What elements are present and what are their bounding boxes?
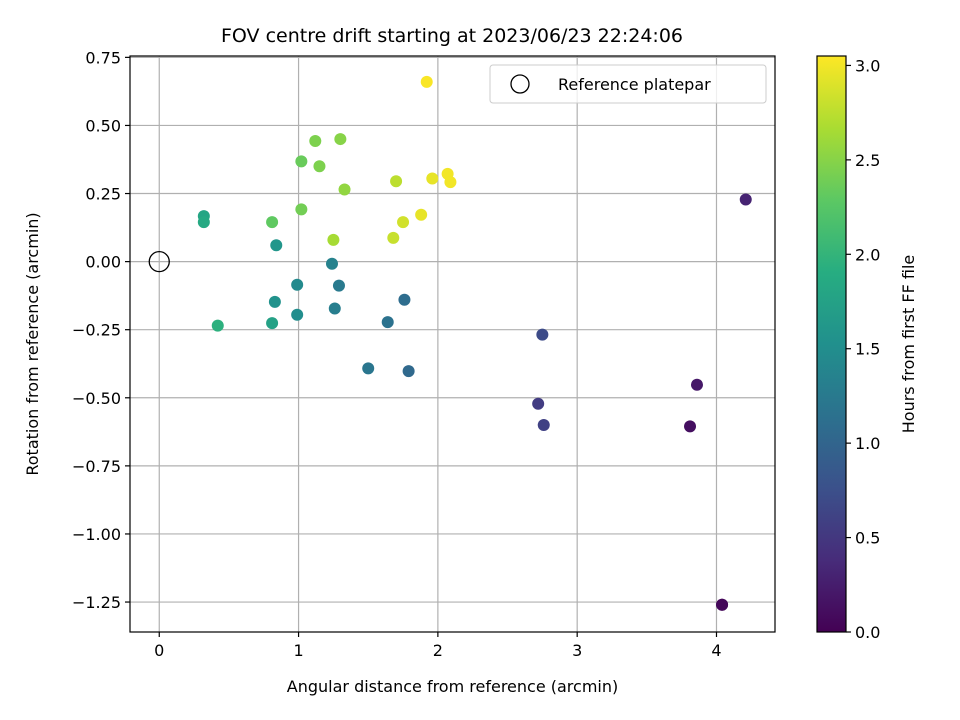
scatter-point [415,208,428,221]
scatter-point [397,216,410,229]
scatter-point [266,216,279,229]
x-axis-ticks: 0 1 2 3 4 [154,632,722,660]
scatter-point [327,233,340,246]
colorbar: 0.0 0.5 1.0 1.5 2.0 2.5 3.0 Hours from first F… [816,55,918,642]
scatter-point [739,193,752,206]
scatter-point [266,317,279,330]
x-axis-label: Angular distance from reference (arcmin) [287,677,618,696]
reference-point [148,250,170,273]
legend-box [489,64,767,104]
legend: Reference platepar [489,64,767,104]
colorbar-tick-label: 3.0 [855,56,880,75]
colorbar-tick-label: 2.5 [855,151,880,170]
y-tick-label: −0.75 [72,457,121,476]
colorbar-tick-label: 2.0 [855,245,880,264]
scatter-point [270,239,283,252]
colorbar-tick-label: 0.5 [855,529,880,548]
scatter-point [536,328,549,341]
scatter-point [387,231,400,244]
scatter-point [313,160,326,173]
y-tick-label: −0.50 [72,389,121,408]
scatter-point [309,134,322,147]
scatter-point [402,365,415,378]
plot-area-frame [129,55,776,633]
scatter-point [537,419,550,432]
scatter-point [398,293,411,306]
x-tick-label: 1 [293,641,303,660]
x-tick-label: 0 [154,641,164,660]
scatter-point [420,75,433,88]
scatter-point [684,420,697,433]
scatter-point [268,295,281,308]
y-tick-label: 0.00 [85,253,121,272]
x-tick-label: 2 [433,641,443,660]
scatter-point [444,176,457,189]
colorbar-tick-label: 0.0 [855,623,880,642]
scatter-point [325,257,338,270]
colorbar-label: Hours from first FF file [899,255,918,434]
colorbar-frame [816,55,847,633]
scatter-point [716,598,729,611]
y-axis-label: Rotation from reference (arcmin) [23,212,42,475]
y-tick-label: 0.75 [85,48,121,67]
y-tick-label: −1.00 [72,525,121,544]
scatter-point [362,362,375,375]
scatter-points [197,75,752,611]
scatter-point [211,319,224,332]
colorbar-ticks: 0.0 0.5 1.0 1.5 2.0 2.5 3.0 [846,56,880,642]
y-tick-label: −0.25 [72,321,121,340]
scatter-point [197,216,210,229]
scatter-point [690,378,703,391]
scatter-point [332,279,345,292]
scatter-point [328,302,341,315]
scatter-point [295,155,308,168]
x-tick-label: 3 [572,641,582,660]
scatter-point [291,308,304,321]
scatter-point [338,183,351,196]
y-tick-label: 0.25 [85,185,121,204]
reference-platepar-marker [148,250,170,273]
y-tick-label: 0.50 [85,116,121,135]
scatter-point [426,172,439,185]
x-tick-label: 4 [711,641,721,660]
colorbar-tick-label: 1.5 [855,340,880,359]
scatter-point [390,175,403,188]
grid-lines [130,56,775,632]
scatter-point [291,278,304,291]
chart-title: FOV centre drift starting at 2023/06/23 … [221,25,683,47]
scatter-point [381,316,394,329]
y-tick-label: −1.25 [72,593,121,612]
scatter-point [334,133,347,146]
colorbar-gradient [817,56,846,632]
colorbar-tick-label: 1.0 [855,434,880,453]
legend-marker-open-circle [510,74,530,94]
scatter-point [295,203,308,216]
scatter-point [532,397,545,410]
y-axis-ticks: 0.75 0.50 0.25 0.00 −0.25 −0.50 −0.75 −1.00 −1.2… [72,48,130,612]
legend-label-reference-platepar: Reference platepar [558,75,711,94]
